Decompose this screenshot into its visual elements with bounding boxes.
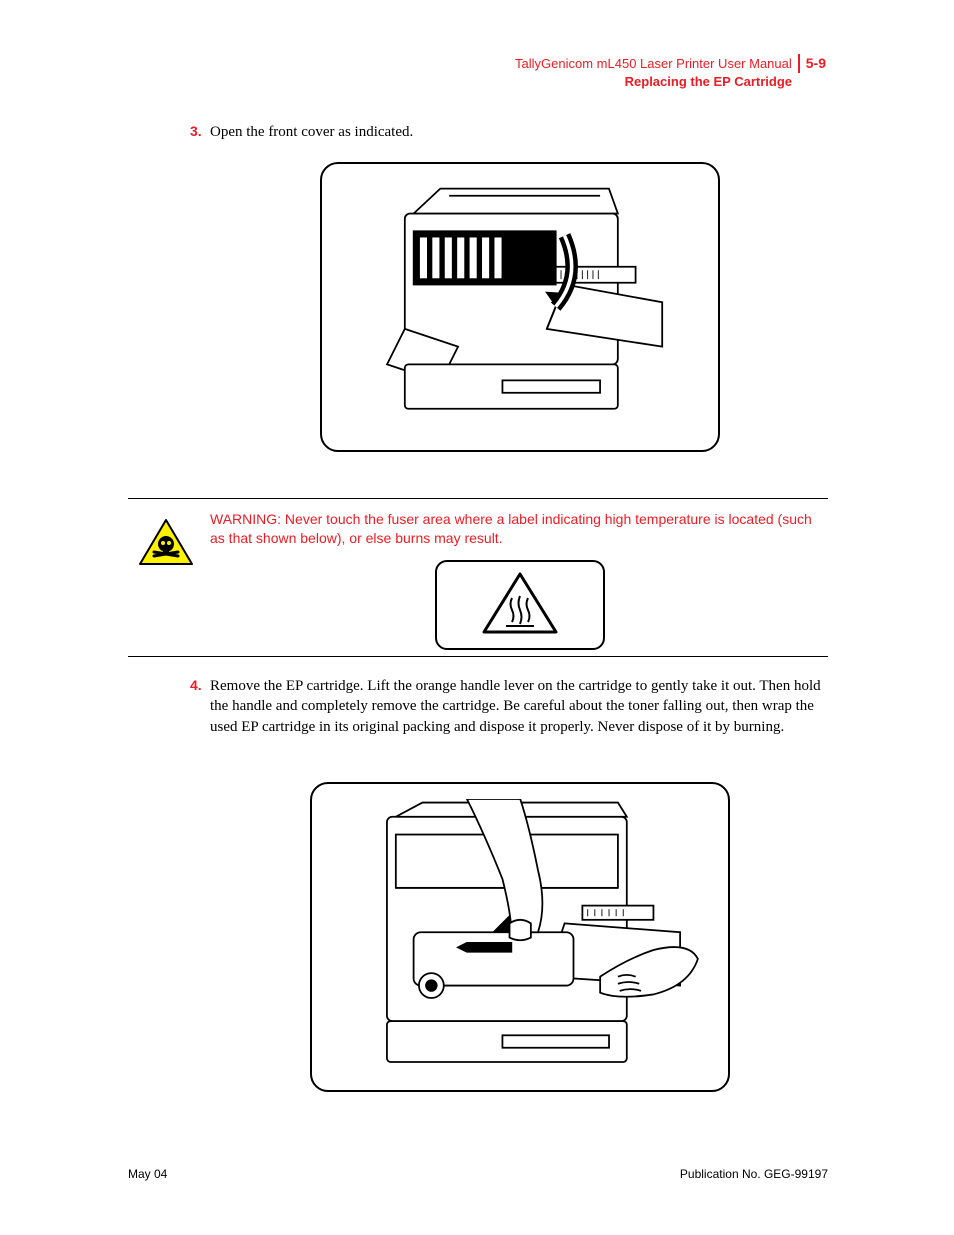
page-footer: May 04 Publication No. GEG-99197: [128, 1167, 828, 1181]
footer-publication: Publication No. GEG-99197: [680, 1167, 828, 1181]
footer-date: May 04: [128, 1167, 167, 1181]
printer-illustration-open: [342, 178, 698, 435]
step-4-number: 4.: [190, 676, 202, 695]
divider-bottom: [128, 656, 828, 657]
section-title: Replacing the EP Cartridge: [515, 73, 826, 91]
step-4: 4. Remove the EP cartridge. Lift the ora…: [210, 676, 830, 737]
figure-remove-cartridge: [310, 782, 730, 1092]
heat-icon: [480, 570, 560, 640]
step-4-text: Remove the EP cartridge. Lift the orange…: [210, 678, 821, 735]
hazard-icon: [138, 518, 194, 568]
page-number: 5-9: [798, 54, 826, 73]
step-3: 3. Open the front cover as indicated.: [210, 122, 830, 142]
page-header: TallyGenicom mL450 Laser Printer User Ma…: [515, 54, 826, 90]
step-3-number: 3.: [190, 122, 202, 141]
step-3-text: Open the front cover as indicated.: [210, 124, 413, 140]
heat-label: [435, 560, 605, 650]
printer-illustration-remove: [333, 799, 707, 1074]
manual-title: TallyGenicom mL450 Laser Printer User Ma…: [515, 55, 798, 73]
divider-top: [128, 498, 828, 499]
warning-text: WARNING: Never touch the fuser area wher…: [210, 510, 830, 548]
figure-open-cover: [320, 162, 720, 452]
